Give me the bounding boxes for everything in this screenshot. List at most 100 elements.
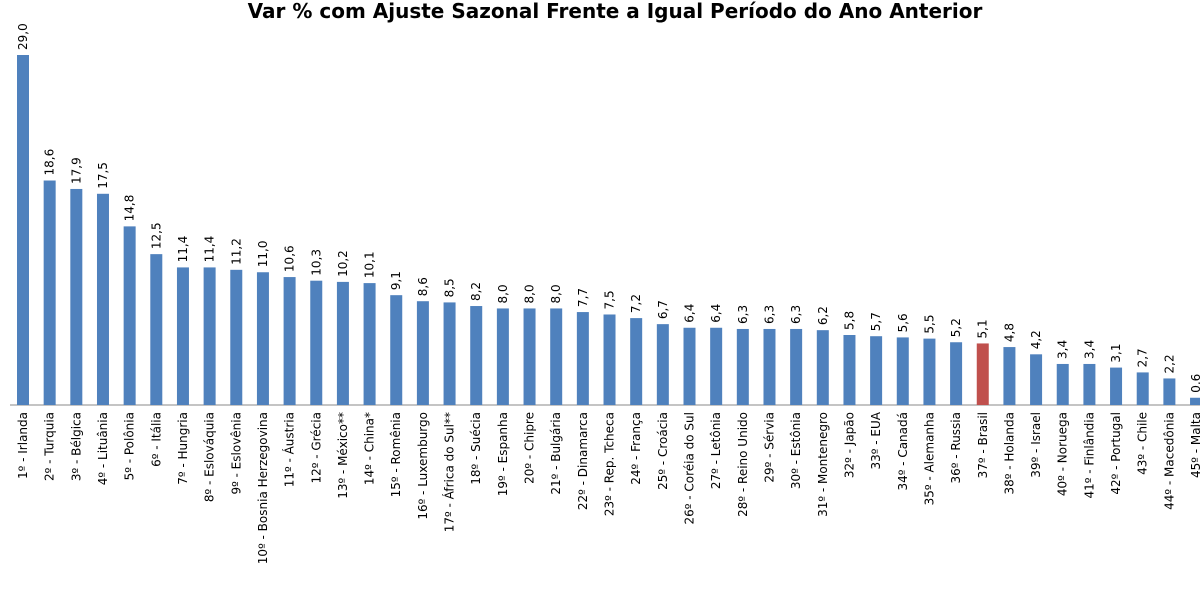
bar <box>843 335 856 405</box>
value-label: 4,8 <box>1002 323 1016 342</box>
bar <box>310 280 323 405</box>
value-label: 5,2 <box>949 318 963 337</box>
bar <box>150 254 163 405</box>
value-label: 10,1 <box>363 251 377 278</box>
x-tick-label: 23º - Rep. Tcheca <box>603 412 617 516</box>
value-label: 12,5 <box>149 222 163 249</box>
bar <box>630 318 643 405</box>
bar <box>336 281 349 405</box>
value-label: 6,3 <box>762 305 776 324</box>
bar <box>203 267 216 405</box>
value-label: 11,0 <box>256 241 270 268</box>
value-label: 6,4 <box>683 304 697 323</box>
bar <box>1136 372 1149 405</box>
value-label: 2,7 <box>1136 348 1150 367</box>
value-label: 4,2 <box>1029 330 1043 349</box>
value-label: 3,1 <box>1109 343 1123 362</box>
value-label: 10,3 <box>309 249 323 276</box>
value-label: 5,1 <box>976 319 990 338</box>
value-label: 0,6 <box>1189 374 1200 393</box>
bar <box>1110 367 1123 405</box>
x-tick-label: 3º - Bélgica <box>69 412 83 481</box>
bar <box>736 328 749 405</box>
bar <box>1190 397 1200 405</box>
x-tick-label: 7º - Hungria <box>176 412 190 485</box>
value-label: 8,0 <box>496 284 510 303</box>
bar <box>176 267 189 405</box>
value-label: 5,6 <box>896 313 910 332</box>
x-tick-label: 26º - Coréia do Sul <box>683 412 697 525</box>
bar <box>656 324 669 405</box>
x-tick-label: 29º - Sérvia <box>762 412 776 483</box>
bar <box>790 328 803 405</box>
x-tick-label: 44º - Macedônia <box>1162 412 1176 510</box>
x-tick-label: 34º - Canadá <box>896 412 910 491</box>
bar <box>683 327 696 405</box>
x-tick-label: 9º - Eslovênia <box>229 412 243 495</box>
bar <box>923 338 936 405</box>
x-tick-label: 20º - Chipre <box>523 412 537 484</box>
value-label: 8,5 <box>443 278 457 297</box>
bar <box>576 312 589 405</box>
x-tick-label: 27º - Letônia <box>709 412 723 489</box>
x-tick-label: 45º - Malta <box>1189 412 1200 478</box>
value-label: 6,7 <box>656 300 670 319</box>
x-tick-label: 43º - Chile <box>1136 412 1150 475</box>
bar <box>1163 378 1176 405</box>
x-tick-label: 17º - África do Sul** <box>442 412 457 532</box>
bar <box>896 337 909 405</box>
x-tick-label: 19º - Espanha <box>496 412 510 496</box>
x-tick-label: 31º - Montenegro <box>816 412 830 517</box>
x-tick-label: 32º - Japão <box>842 412 856 478</box>
bar <box>950 342 963 405</box>
bar <box>390 295 403 405</box>
x-tick-label: 6º - Itália <box>149 412 163 467</box>
x-tick-label: 37º - Brasil <box>976 412 990 478</box>
bar <box>1056 363 1069 405</box>
value-label: 29,0 <box>16 23 30 50</box>
bar <box>1083 363 1096 405</box>
bar <box>1030 354 1043 405</box>
value-label: 5,8 <box>842 311 856 330</box>
value-label: 11,4 <box>203 236 217 263</box>
bar <box>710 327 723 405</box>
bar <box>1003 347 1016 405</box>
value-label: 3,4 <box>1056 340 1070 359</box>
value-label: 9,1 <box>389 271 403 290</box>
bar <box>523 308 536 405</box>
bar <box>416 301 429 405</box>
value-label: 5,7 <box>869 312 883 331</box>
bar <box>96 193 109 405</box>
bar <box>283 277 296 405</box>
bar <box>870 336 883 405</box>
value-label: 8,0 <box>549 284 563 303</box>
bar <box>443 302 456 405</box>
value-label: 18,6 <box>43 149 57 176</box>
x-tick-label: 1º - Irlanda <box>16 412 30 479</box>
value-label: 6,3 <box>736 305 750 324</box>
x-tick-label: 2º - Turquia <box>43 412 57 481</box>
x-tick-label: 10º - Bosnia Herzegovina <box>256 412 270 564</box>
bar <box>363 283 376 405</box>
chart-title: Var % com Ajuste Sazonal Frente a Igual … <box>248 0 983 23</box>
bar <box>17 55 29 405</box>
value-label: 8,6 <box>416 277 430 296</box>
bar <box>816 330 829 405</box>
x-tick-label: 30º - Estônia <box>789 412 803 489</box>
bar <box>70 188 83 405</box>
bar <box>496 308 509 405</box>
value-label: 2,2 <box>1162 354 1176 373</box>
bar <box>976 343 989 405</box>
x-tick-label: 25º - Croácia <box>656 412 670 490</box>
x-tick-label: 39º - Israel <box>1029 412 1043 478</box>
value-label: 7,7 <box>576 288 590 307</box>
x-tick-label: 5º - Polônia <box>123 412 137 480</box>
value-label: 10,6 <box>283 245 297 272</box>
value-label: 17,5 <box>96 162 110 189</box>
value-label: 6,3 <box>789 305 803 324</box>
x-tick-label: 40º - Noruega <box>1056 412 1070 496</box>
value-label: 7,2 <box>629 294 643 313</box>
x-tick-label: 14º - China* <box>363 412 377 485</box>
